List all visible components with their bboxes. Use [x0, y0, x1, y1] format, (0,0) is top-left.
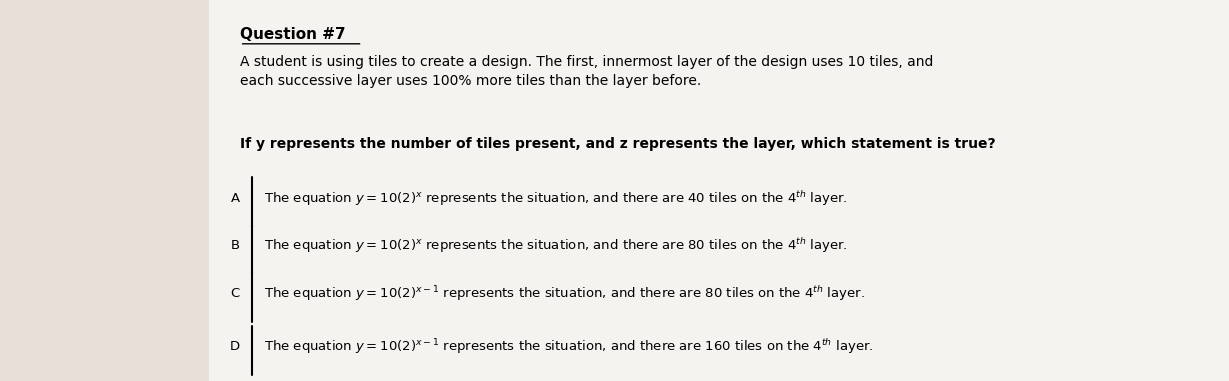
Text: B: B [231, 239, 240, 252]
Text: The equation $y = 10(2)^{x-1}$ represents the situation, and there are 160 tiles: The equation $y = 10(2)^{x-1}$ represent… [264, 337, 874, 356]
Text: The equation $y = 10(2)^x$ represents the situation, and there are 80 tiles on t: The equation $y = 10(2)^x$ represents th… [264, 236, 848, 255]
FancyBboxPatch shape [209, 0, 1229, 381]
Text: A student is using tiles to create a design. The first, innermost layer of the d: A student is using tiles to create a des… [240, 55, 933, 88]
Text: The equation $y = 10(2)^x$ represents the situation, and there are 40 tiles on t: The equation $y = 10(2)^x$ represents th… [264, 189, 848, 208]
Text: C: C [230, 287, 240, 300]
Text: A: A [231, 192, 240, 205]
Text: D: D [230, 340, 240, 353]
Text: If y represents the number of tiles present, and z represents the layer, which s: If y represents the number of tiles pres… [240, 137, 995, 151]
Text: The equation $y = 10(2)^{x-1}$ represents the situation, and there are 80 tiles : The equation $y = 10(2)^{x-1}$ represent… [264, 284, 865, 303]
Text: Question #7: Question #7 [240, 27, 345, 42]
